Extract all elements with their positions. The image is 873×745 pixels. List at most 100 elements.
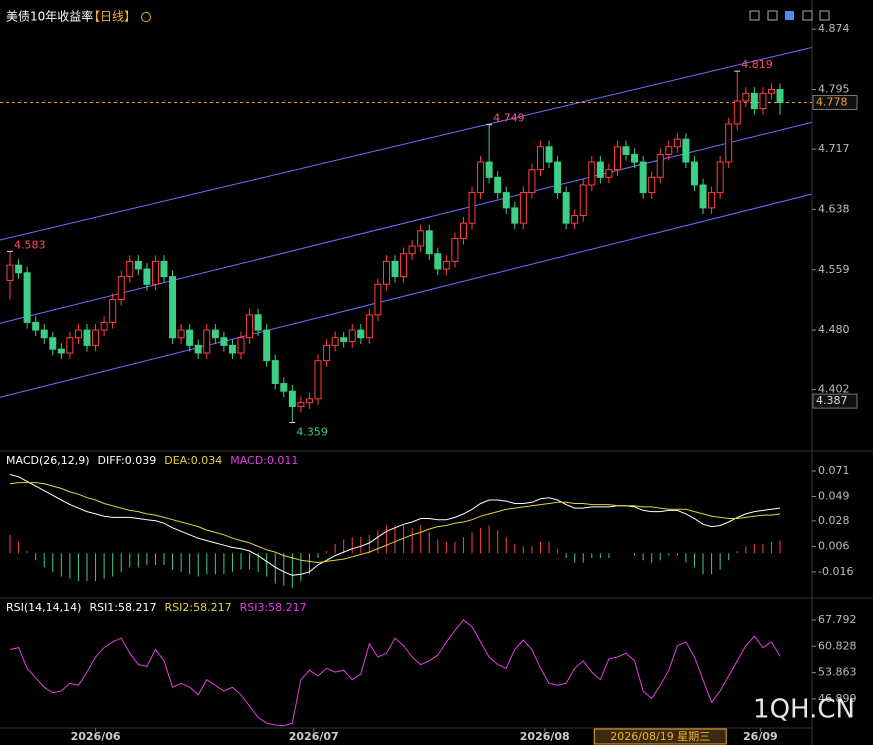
toolbar-button[interactable] — [819, 10, 830, 21]
price-label-box — [812, 393, 858, 409]
candle-body — [92, 329, 100, 346]
candle-body — [502, 192, 510, 209]
candle-body — [348, 329, 356, 343]
candle-body — [83, 329, 91, 346]
candle-body — [263, 329, 271, 362]
candle-body — [767, 89, 775, 94]
x-tick-label: 2026/08 — [520, 730, 570, 743]
candle-body — [74, 329, 82, 339]
candle-body — [323, 344, 331, 362]
annotation-label: 4.819 — [741, 58, 773, 71]
candle-body — [494, 176, 502, 194]
candle-body — [434, 253, 442, 270]
chart-title: 美债10年收益率 — [6, 9, 93, 24]
cursor-label-box — [593, 728, 727, 745]
y-tick-label: 46.899 — [818, 692, 857, 705]
y-tick-label: 0.028 — [818, 514, 850, 527]
candle-body — [622, 146, 630, 155]
annotation-label: 4.359 — [296, 426, 328, 439]
candle-body — [588, 161, 596, 186]
toolbar-button[interactable] — [749, 10, 760, 21]
toolbar-button[interactable] — [767, 10, 778, 21]
annotation-label: 4.749 — [493, 112, 525, 125]
candle-body — [357, 329, 365, 339]
legend-label: MACD(26,12,9) — [6, 454, 90, 467]
x-tick-label: 2026/06 — [71, 730, 121, 743]
toolbar-button[interactable] — [802, 10, 813, 21]
candle-body — [451, 237, 459, 262]
rsi-line — [9, 619, 781, 727]
candle-body — [151, 260, 159, 285]
x-tick-label: 26/09 — [743, 730, 778, 743]
candle-body — [331, 337, 339, 346]
candle-body — [742, 92, 750, 102]
candle-body — [15, 264, 23, 274]
candle-body — [699, 184, 707, 209]
candle-body — [528, 169, 536, 194]
legend-label: DIFF:0.039 — [98, 454, 157, 467]
candle-body — [57, 348, 65, 354]
price-label-box — [812, 94, 858, 110]
candle-body — [631, 153, 639, 163]
candle-body — [477, 161, 485, 194]
candle-body — [759, 92, 767, 110]
candle-body — [725, 123, 733, 163]
toolbar[interactable] — [749, 10, 830, 21]
y-tick-label: 67.792 — [818, 613, 857, 626]
candle-body — [32, 321, 40, 331]
candle-body — [49, 337, 57, 350]
candle-body — [186, 329, 194, 346]
legend-label: RSI3:58.217 — [240, 601, 307, 614]
candle-body — [169, 276, 177, 339]
candle-body — [545, 146, 553, 163]
candle-body — [228, 344, 236, 354]
y-tick-label: 4.480 — [818, 323, 850, 336]
watermark: 1QH.CN — [753, 695, 855, 725]
toolbar-button[interactable] — [785, 11, 794, 20]
y-tick-label: 4.638 — [818, 202, 850, 215]
candle-body — [40, 329, 48, 339]
candle-body — [571, 215, 579, 224]
candle-body — [109, 299, 117, 323]
candle-body — [716, 161, 724, 194]
channel-line — [0, 47, 812, 241]
candle-body — [382, 260, 390, 285]
candle-body — [596, 161, 604, 178]
candle-body — [485, 161, 493, 178]
candle-body — [536, 146, 544, 171]
candle-body — [562, 192, 570, 224]
price-label: 4.387 — [816, 394, 848, 407]
candle-body — [442, 260, 450, 270]
candle-body — [459, 222, 467, 239]
candle-body — [613, 146, 621, 171]
y-tick-label: -0.016 — [818, 565, 853, 578]
candle-body — [194, 344, 202, 354]
candle-body — [66, 337, 74, 354]
period-label: 【日线】 — [88, 10, 136, 24]
candle-body — [143, 268, 151, 285]
candle-body — [579, 184, 587, 217]
candle-body — [690, 161, 698, 186]
candle-body — [246, 314, 254, 339]
candle-body — [126, 260, 134, 278]
y-tick-label: 0.049 — [818, 490, 850, 503]
add-button[interactable] — [141, 12, 151, 22]
legend-label: MACD:0.011 — [230, 454, 298, 467]
y-tick-label: 0.071 — [818, 464, 850, 477]
candle-body — [708, 192, 716, 209]
candle-body — [203, 329, 211, 354]
candle-body — [408, 245, 416, 255]
candle-body — [417, 230, 425, 247]
candle-body — [656, 153, 664, 178]
legend-label: DEA:0.034 — [164, 454, 222, 467]
candle-body — [776, 89, 784, 103]
candle-body — [220, 337, 228, 346]
y-tick-label: 4.795 — [818, 83, 850, 96]
candle-body — [340, 337, 348, 343]
candle-body — [6, 264, 14, 281]
candle-body — [639, 161, 647, 194]
candle-body — [254, 314, 262, 331]
candle-body — [271, 360, 279, 385]
